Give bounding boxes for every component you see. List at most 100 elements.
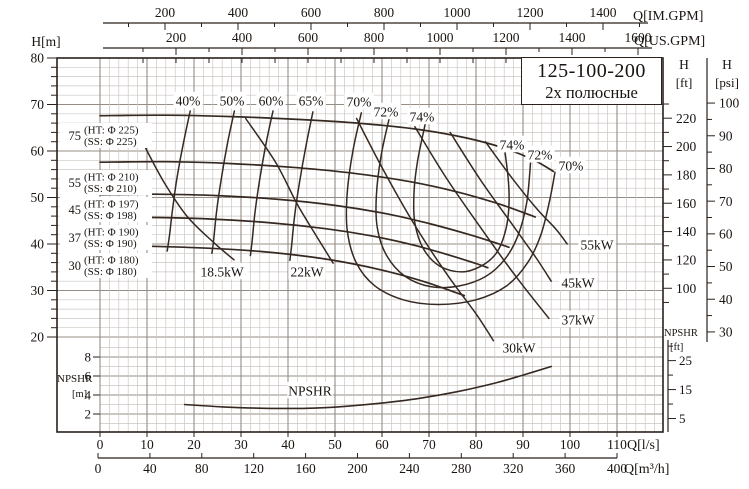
q-m3h-tick: 0	[95, 461, 102, 476]
us-gpm-tick: 200	[166, 30, 187, 45]
q-m3h-tick: 240	[399, 461, 420, 476]
efficiency-label-50%-bg	[217, 91, 247, 109]
pump-poles-label: 2х полюсные	[545, 83, 638, 102]
us-gpm-tick: 1200	[493, 30, 520, 45]
npshr-ft-tick: 15	[679, 382, 692, 397]
h-m-tick: 70	[31, 97, 45, 112]
impeller-ht-label: (HT: Φ 210)	[84, 172, 139, 184]
power-label-18.5kW-bg	[195, 262, 249, 280]
q-ls-tick: 100	[560, 437, 581, 452]
efficiency-label-74%-bg	[407, 107, 437, 125]
q-m3h-axis-title: Q[m³/h]	[624, 462, 669, 477]
h-m-tick: 30	[31, 283, 45, 298]
npshr-m-axis-title: NPSHR	[57, 373, 93, 385]
q-ls-tick: 20	[187, 437, 201, 452]
q-m3h-tick: 400	[607, 461, 628, 476]
efficiency-label-right-72%: 72%	[528, 148, 553, 163]
efficiency-label-right-72%-bg	[525, 145, 555, 163]
head-curve-Φ198	[99, 193, 510, 249]
impeller-power-label: 75	[69, 129, 82, 143]
q-ls-tick: 90	[516, 437, 530, 452]
efficiency-curve-50%	[211, 110, 236, 255]
head-curve-Φ180	[99, 245, 466, 297]
h-ft-tick: 220	[676, 111, 697, 126]
h-psi-tick: 100	[719, 96, 740, 111]
npshr-ft-tick: 5	[679, 411, 686, 426]
h-m-tick: 40	[31, 237, 45, 252]
efficiency-label-72%: 72%	[374, 105, 399, 120]
im-gpm-tick: 200	[155, 5, 176, 20]
npshr-curve	[183, 365, 552, 410]
h-psi-tick: 70	[719, 194, 733, 209]
impeller-ss-label: (SS: Φ 190)	[84, 238, 137, 250]
efficiency-curve-74%	[412, 123, 510, 273]
power-label-22kW: 22kW	[291, 265, 324, 280]
impeller-row-bg	[60, 170, 152, 195]
efficiency-label-right-74%: 74%	[500, 138, 525, 153]
efficiency-curve-70%	[345, 112, 556, 306]
q-m3h-tick: 320	[503, 461, 524, 476]
impeller-ss-label: (SS: Φ 210)	[84, 183, 137, 195]
h-psi-tick: 80	[719, 161, 733, 176]
efficiency-label-40%-bg	[173, 91, 203, 109]
impeller-row-bg	[60, 123, 152, 148]
impeller-ss-label: (SS: Φ 225)	[84, 136, 137, 148]
h-psi-tick: 30	[719, 325, 733, 340]
impeller-power-label: 37	[69, 231, 82, 245]
efficiency-label-65%-bg	[296, 91, 326, 109]
power-curve-37kW	[414, 126, 550, 320]
h-ft-axis-title: H	[679, 57, 689, 72]
pump-model-label: 125-100-200	[537, 60, 646, 82]
h-ft-tick: 140	[676, 224, 697, 239]
efficiency-label-50%: 50%	[220, 94, 245, 109]
h-psi-tick: 60	[719, 226, 733, 241]
impeller-ss-label: (SS: Φ 180)	[84, 266, 137, 278]
efficiency-curve-65%	[289, 111, 314, 262]
power-curve-55kW	[484, 140, 568, 245]
im-gpm-tick: 1000	[444, 5, 471, 20]
efficiency-label-65%: 65%	[299, 94, 324, 109]
q-ls-tick: 80	[469, 437, 483, 452]
h-ft-tick: 100	[676, 281, 697, 296]
h-m-tick: 20	[31, 330, 45, 345]
head-curve-Φ210	[99, 160, 537, 218]
q-m3h-tick: 280	[451, 461, 472, 476]
us-gpm-tick: 1000	[427, 30, 454, 45]
im-gpm-tick: 400	[228, 5, 249, 20]
npshr-m-tick: 6	[85, 369, 92, 384]
h-ft-tick: 160	[676, 196, 697, 211]
h-ft-tick: 120	[676, 253, 697, 268]
power-curve-22kW	[244, 117, 334, 264]
q-m3h-tick: 120	[244, 461, 265, 476]
efficiency-label-right-70%-bg	[556, 156, 586, 174]
power-label-37kW-bg	[559, 310, 597, 328]
efficiency-curve-72%	[375, 116, 532, 289]
power-curve-18.5kW	[141, 140, 235, 261]
im-gpm-tick: 600	[301, 5, 322, 20]
efficiency-curve-60%	[249, 110, 274, 257]
q-m3h-tick: 80	[195, 461, 209, 476]
q-ls-tick: 60	[375, 437, 389, 452]
impeller-ht-label: (HT: Φ 197)	[84, 199, 139, 211]
power-curve-30kW	[355, 117, 495, 342]
h-psi-tick: 50	[719, 259, 733, 274]
impeller-ss-label: (SS: Φ 198)	[84, 210, 137, 222]
us-gpm-tick: 1600	[625, 30, 652, 45]
efficiency-label-70%: 70%	[347, 95, 372, 110]
h-psi-axis-title: H	[722, 57, 732, 72]
h-psi-tick: 90	[719, 128, 733, 143]
q-ls-tick: 50	[328, 437, 342, 452]
npshr-ft-axis-title: NPSHR	[664, 328, 698, 339]
impeller-row-bg	[60, 225, 152, 250]
im-gpm-tick: 800	[374, 5, 395, 20]
h-ft-tick: 200	[676, 139, 697, 154]
npshr-curve-label: NPSHR	[288, 384, 332, 399]
h-psi-tick: 40	[719, 292, 733, 307]
impeller-power-label: 30	[69, 259, 82, 273]
impeller-row-bg	[60, 197, 152, 222]
power-label-30kW-bg	[500, 338, 538, 356]
h-ft-axis-unit: [ft]	[676, 75, 693, 90]
us-gpm-axis-title: Q[US.GPM]	[634, 34, 705, 49]
q-m3h-tick: 40	[143, 461, 157, 476]
pump-model-title-box: 125-100-200 2х полюсные	[521, 57, 662, 105]
